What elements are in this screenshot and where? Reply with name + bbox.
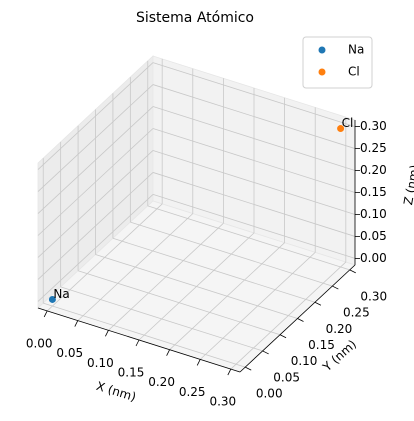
y-tick	[314, 301, 322, 306]
grid-line	[37, 172, 154, 280]
grid-line	[37, 194, 154, 302]
x-tick	[227, 368, 232, 376]
grid-line	[95, 254, 298, 319]
grid-line	[152, 84, 356, 149]
x-tick	[105, 330, 109, 337]
y-tick-label: 0.00	[256, 387, 283, 401]
x-tick-label: 0.25	[179, 385, 206, 399]
x-axis-label: X (nm)	[95, 379, 138, 404]
z-tick-label: 0.00	[360, 251, 387, 265]
grid-line	[130, 221, 333, 287]
grid-line	[152, 128, 356, 193]
x-tick	[43, 310, 48, 318]
x-tick	[135, 339, 140, 347]
z-tick-label: 0.25	[360, 141, 387, 155]
grid-line	[152, 172, 356, 237]
y-tick-label: 0.20	[326, 322, 353, 336]
y-tick-label: 0.15	[308, 338, 335, 352]
legend-label: Na	[348, 43, 364, 57]
grid-line	[77, 270, 281, 336]
z-tick-label: 0.20	[360, 163, 387, 177]
y-tick	[349, 269, 356, 274]
grid-line	[112, 237, 316, 303]
grid-line	[152, 194, 356, 259]
y-tick	[262, 350, 269, 355]
grid-line	[152, 62, 356, 127]
x-tick-label: 0.20	[148, 375, 175, 389]
x-tick-label: 0.05	[56, 346, 83, 360]
z-tick-label: 0.10	[360, 207, 387, 221]
grid-line	[37, 106, 154, 214]
grid-line	[37, 62, 154, 170]
x-tick-label: 0.00	[26, 336, 53, 350]
y-tick	[245, 366, 252, 371]
grid-line	[60, 286, 263, 352]
y-tick	[297, 318, 304, 322]
point	[337, 125, 345, 133]
grid-line	[37, 150, 154, 258]
x-tick	[166, 349, 170, 356]
y-tick	[279, 334, 287, 339]
z-axis-label: Z (nm)	[401, 164, 414, 207]
point-label: Cl	[342, 116, 354, 130]
x-tick	[196, 359, 201, 366]
z-tick-label: 0.05	[360, 229, 387, 243]
y-tick-label: 0.10	[291, 354, 318, 368]
grid-line	[37, 128, 154, 236]
grid-line	[147, 205, 350, 271]
grid-line	[43, 302, 246, 368]
grid-line	[152, 150, 356, 215]
x-tick-label: 0.10	[87, 356, 114, 370]
legend-label: Cl	[348, 65, 360, 79]
chart-title: Sistema Atómico	[136, 10, 254, 26]
grid-line	[152, 106, 356, 171]
y-tick-label: 0.25	[343, 306, 370, 320]
point	[48, 295, 56, 303]
z-tick-label: 0.30	[360, 119, 387, 133]
point-label: Na	[53, 287, 69, 301]
legend-marker	[318, 46, 326, 54]
y-tick-label: 0.05	[273, 370, 300, 384]
y-tick	[332, 285, 339, 290]
grid-line	[37, 84, 154, 192]
legend-marker	[318, 68, 326, 76]
x-tick-label: 0.15	[118, 366, 145, 380]
x-tick	[74, 320, 79, 327]
z-tick-label: 0.15	[360, 185, 387, 199]
x-tick-label: 0.30	[209, 395, 236, 409]
y-tick-label: 0.30	[360, 289, 387, 303]
